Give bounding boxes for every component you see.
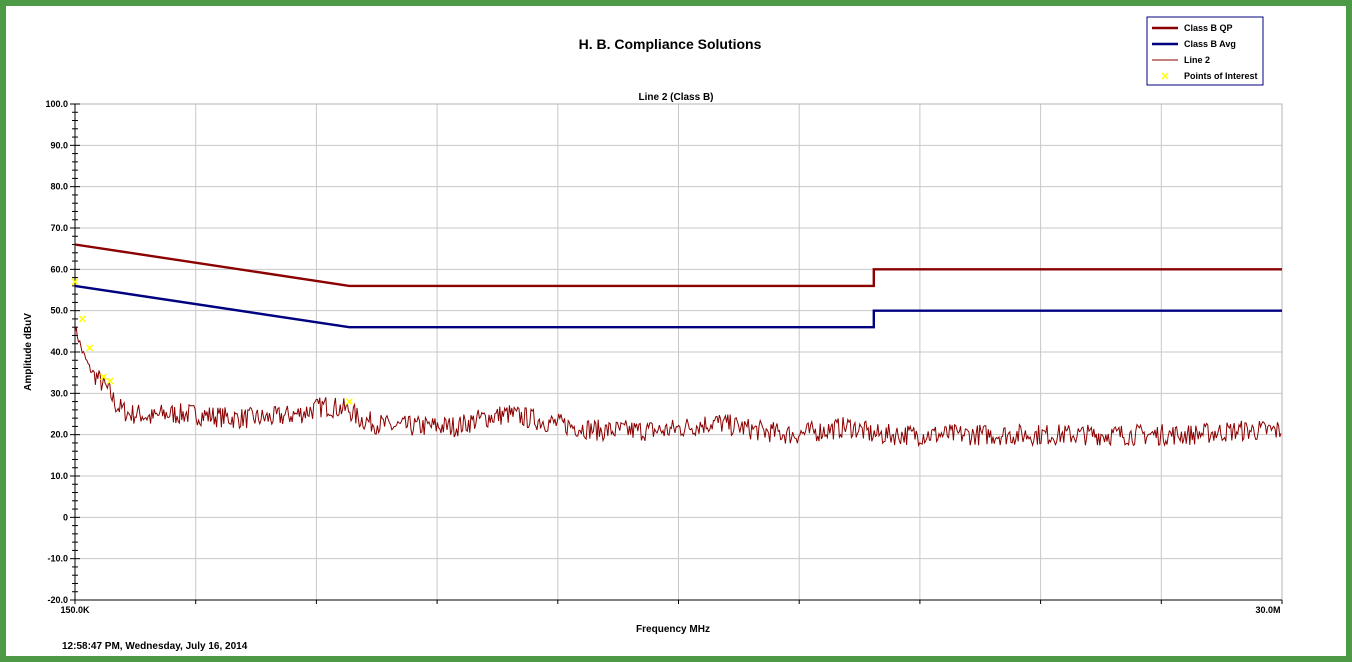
- y-tick-label: 70.0: [50, 223, 68, 233]
- timestamp-label: 12:58:47 PM, Wednesday, July 16, 2014: [62, 641, 248, 652]
- y-tick-label: 60.0: [50, 264, 68, 274]
- x-axis-ticks: 150.0K 30.0M: [60, 600, 1283, 615]
- report-title: H. B. Compliance Solutions: [579, 36, 762, 52]
- y-tick-label: 0: [63, 512, 68, 522]
- y-tick-label: 10.0: [50, 471, 68, 481]
- series-layer: [71, 243, 1282, 448]
- y-axis-label: Amplitude dBuV: [23, 313, 34, 391]
- y-tick-label: 90.0: [50, 140, 68, 150]
- marker-stroke: [106, 377, 114, 385]
- legend: Class B QP Class B Avg Line 2 Points of Int…: [1146, 16, 1264, 86]
- point-of-interest-marker: [78, 315, 87, 323]
- y-tick-label: -10.0: [47, 554, 68, 564]
- marker-stroke: [99, 373, 108, 381]
- x-tick-label: 30.0M: [1255, 605, 1280, 615]
- legend-item: Line 2: [1152, 55, 1210, 65]
- y-tick-label: -20.0: [47, 595, 68, 605]
- chart-title: Line 2 (Class B): [638, 92, 713, 103]
- point-of-interest-marker: [86, 344, 94, 352]
- y-tick-label: 100.0: [45, 99, 68, 109]
- legend-label: Points of Interest: [1184, 71, 1258, 81]
- point-of-interest-marker: [71, 278, 79, 286]
- legend-label: Class B Avg: [1184, 39, 1236, 49]
- marker-stroke: [78, 315, 87, 323]
- point-of-interest-marker: [106, 377, 114, 385]
- legend-label: Line 2: [1184, 55, 1210, 65]
- grid-lines: [75, 104, 1282, 600]
- avg-limit-line: [74, 284, 1282, 329]
- line-2-trace: [74, 326, 1282, 448]
- marker-stroke: [86, 344, 94, 352]
- qp-limit-line: [74, 243, 1282, 288]
- x-axis-label: Frequency MHz: [636, 624, 710, 635]
- y-tick-label: 30.0: [50, 388, 68, 398]
- y-tick-label: 50.0: [50, 306, 68, 316]
- legend-item: Points of Interest: [1161, 71, 1258, 81]
- x-tick-label: 150.0K: [60, 605, 90, 615]
- y-tick-label: 20.0: [50, 430, 68, 440]
- legend-label: Class B QP: [1184, 23, 1233, 33]
- point-of-interest-marker: [345, 398, 353, 406]
- legend-item: Class B QP: [1152, 23, 1233, 33]
- legend-swatch: [1161, 72, 1169, 80]
- marker-stroke: [345, 398, 353, 406]
- y-tick-label: 80.0: [50, 182, 68, 192]
- y-axis-ticks: 100.0 90.0 80.0 70.0 60.0 50.0 40.0 30.0 20.0 10.…: [45, 99, 80, 605]
- y-tick-label: 40.0: [50, 347, 68, 357]
- marker-stroke: [1161, 72, 1169, 80]
- marker-stroke: [71, 278, 79, 286]
- legend-item: Class B Avg: [1152, 39, 1236, 49]
- point-of-interest-marker: [99, 373, 108, 381]
